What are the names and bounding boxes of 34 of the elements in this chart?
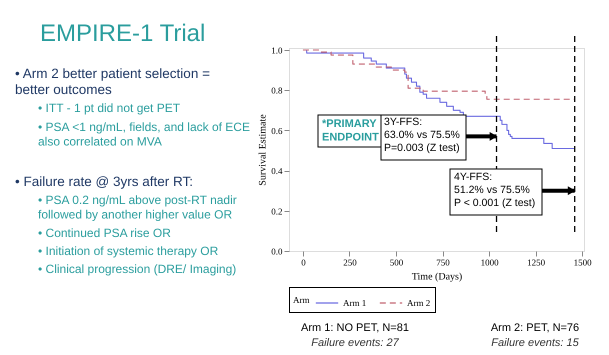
text: • Initiation of systemic therapy OR — [38, 244, 219, 258]
text: • ITT - 1 pt did not get PET — [38, 101, 181, 115]
y-tick-label: 0.4 — [271, 166, 283, 176]
y-tick-label: 0.8 — [271, 86, 283, 96]
text: • PSA 0.2 ng/mL above post-RT nadir followed by another higher value OR — [38, 193, 237, 222]
annotation: 3Y-FFS: 63.0% vs 75.5% P=0.003 (Z test) — [384, 116, 460, 154]
x-tick-label: 500 — [390, 258, 404, 268]
y-tick-label: 0.0 — [271, 246, 283, 256]
text: • Clinical progression (DRE/ Imaging) — [38, 262, 236, 276]
text: • PSA <1 ng/mL, fields, and lack of ECE also correlated on MVA — [38, 120, 250, 148]
x-axis-title: Time (Days) — [412, 272, 462, 282]
text: Failure events: 27 — [311, 337, 400, 349]
x-tick-label: 1000 — [480, 258, 500, 268]
text: Failure events: 15 — [491, 337, 580, 349]
x-tick-label: 0 — [301, 258, 306, 268]
x-tick-label: 1250 — [527, 258, 546, 268]
legend-label: Arm 2 — [407, 298, 430, 308]
x-tick-label: 750 — [436, 258, 450, 268]
y-axis-title: Survival Estimate — [257, 114, 268, 186]
x-tick-label: 1500 — [574, 258, 592, 268]
annotation: 4Y-FFS: 51.2% vs 75.5% P < 0.001 (Z test) — [454, 171, 536, 209]
x-tick-label: 250 — [343, 258, 358, 268]
chart-title: EMPIRE-1 Trial — [40, 20, 206, 47]
text: Arm 1: NO PET, N=81 — [301, 322, 409, 334]
text: • Failure rate @ 3yrs after RT: — [15, 174, 193, 189]
y-tick-label: 1.0 — [271, 46, 283, 56]
annotation: *PRIMARY ENDPOINT — [322, 118, 380, 144]
y-tick-label: 0.6 — [271, 126, 283, 136]
text: Arm 2: PET, N=76 — [490, 322, 580, 334]
legend-title: Arm — [293, 295, 310, 305]
legend-label: Arm 1 — [343, 298, 366, 308]
y-tick-label: 0.2 — [271, 206, 282, 216]
text: • Continued PSA rise OR — [38, 226, 172, 240]
text: • Arm 2 better patient selection = better outcomes — [15, 66, 210, 97]
